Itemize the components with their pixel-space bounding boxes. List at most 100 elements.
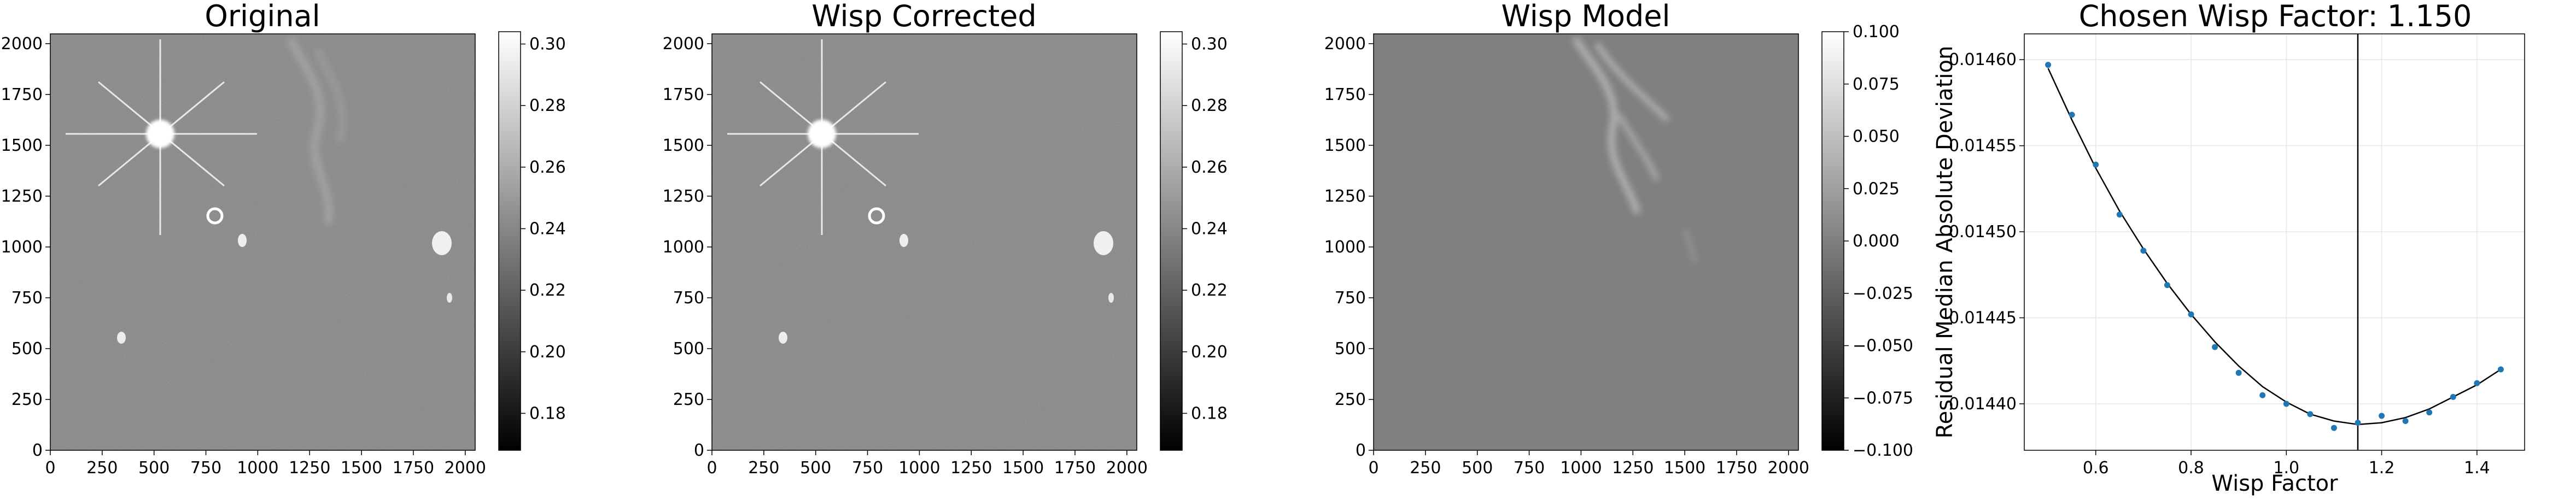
data-point	[2117, 211, 2123, 217]
y-tick-label: 2000	[663, 34, 704, 54]
extended-source	[1094, 231, 1113, 255]
y-tick-label: 1750	[1324, 85, 1366, 104]
astro-image	[712, 34, 1137, 450]
y-tick-label: 1000	[1, 238, 43, 257]
x-tick-label: 250	[1410, 458, 1441, 478]
x-tick-label: 0.8	[2178, 458, 2204, 478]
y-tick-label: 750	[11, 289, 43, 308]
colorbar-ticks: 0.100 0.075 0.050 0.025 0.000 −0.025 −0.050 −0.…	[1844, 22, 1913, 460]
colorbar-tick-label: 0.100	[1853, 22, 1900, 42]
y-tick-label: 0.01455	[1949, 137, 2017, 156]
y-axis-label: Residual Median Absolute Deviation	[1932, 46, 1958, 439]
y-tick-label: 500	[1335, 339, 1366, 358]
colorbar-tick-label: 0.20	[1191, 343, 1228, 362]
y-tick-label: 0.01460	[1949, 50, 2017, 69]
data-point	[2379, 413, 2385, 419]
x-tick-label: 1.2	[2369, 458, 2395, 478]
x-tick-label: 1500	[1002, 458, 1044, 478]
extended-source	[238, 234, 247, 247]
extended-source	[899, 234, 908, 247]
x-axis: 0 250 500 750 1000 1250 1500 1750 2000	[1368, 450, 1809, 478]
data-points	[2045, 62, 2504, 431]
x-tick-label: 750	[190, 458, 221, 478]
y-tick-label: 0.01440	[1949, 395, 2017, 414]
colorbar-tick-label: 0.000	[1853, 232, 1900, 251]
colorbar-gradient	[1822, 32, 1844, 450]
data-point	[2474, 380, 2480, 386]
colorbar-tick-label: 0.22	[1191, 281, 1228, 300]
y-axis: 0 250 500 750 1000 1250 1500 1750 2000	[1324, 34, 1374, 460]
y-tick-label: 1250	[1, 187, 43, 206]
astro-image	[50, 34, 475, 450]
data-point	[2426, 409, 2432, 415]
y-tick-label: 1500	[1, 136, 43, 155]
colorbar-tick-label: −0.100	[1853, 441, 1913, 460]
colorbar-tick-label: 0.025	[1853, 179, 1900, 198]
x-tick-label: 1500	[341, 458, 382, 478]
colorbar-tick-label: 0.24	[1191, 219, 1228, 238]
colorbar-tick-label: 0.18	[529, 404, 566, 423]
panel-title: Chosen Wisp Factor: 1.150	[2079, 0, 2472, 33]
colorbar-tick-label: −0.025	[1853, 284, 1913, 303]
y-tick-label: 250	[673, 390, 704, 409]
data-point	[2164, 282, 2170, 288]
x-tick-label: 0.6	[2083, 458, 2109, 478]
panel-wisp-model: Wisp Model 0 250 500 750 1000 1250 1500 1750 200…	[1324, 0, 1913, 478]
colorbar-tick-label: 0.24	[529, 219, 566, 238]
colorbar-tick-label: 0.28	[1191, 96, 1228, 115]
extended-source	[117, 332, 126, 344]
y-axis: 0 250 500 750 1000 1250 1500 1750 2000	[663, 34, 712, 460]
data-point	[2307, 411, 2313, 417]
colorbar-tick-label: 0.28	[529, 96, 566, 115]
x-tick-label: 1500	[1664, 458, 1705, 478]
colorbar-tick-label: 0.22	[529, 281, 566, 300]
x-tick-label: 0	[1368, 458, 1378, 478]
panel-title: Original	[205, 0, 320, 33]
colorbar-tick-label: 0.30	[529, 35, 566, 54]
y-tick-label: 500	[673, 339, 704, 358]
data-point	[2140, 248, 2146, 254]
y-tick-label: 250	[11, 390, 43, 409]
extended-source	[432, 231, 452, 255]
y-tick-label: 1750	[663, 85, 704, 104]
y-tick-label: 1500	[1324, 136, 1366, 155]
panel-original: Original 0 250 500 750 1000 1250 1500 1	[1, 0, 566, 478]
x-axis: 0 250 500 750 1000 1250 1500 1750 2000	[45, 450, 486, 478]
y-tick-label: 0	[1356, 441, 1366, 460]
x-axis-label: Wisp Factor	[2211, 471, 2338, 496]
colorbar-tick-label: 0.050	[1853, 127, 1900, 146]
colorbar-tick-label: 0.075	[1853, 75, 1900, 94]
y-tick-label: 0	[32, 441, 43, 460]
colorbar-tick-label: −0.050	[1853, 337, 1913, 356]
colorbar: 0.18 0.20 0.22 0.24 0.26 0.28 0.30	[499, 32, 566, 450]
x-tick-label: 500	[800, 458, 831, 478]
plot-grid	[2024, 34, 2525, 450]
x-tick-label: 250	[748, 458, 779, 478]
axes-frame	[2024, 34, 2525, 450]
panel-title: Wisp Corrected	[811, 0, 1036, 33]
x-tick-label: 500	[1462, 458, 1493, 478]
y-tick-label: 0.01445	[1949, 309, 2017, 328]
colorbar-tick-label: 0.18	[1191, 404, 1228, 423]
x-tick-label: 1250	[950, 458, 992, 478]
y-tick-label: 750	[1335, 289, 1366, 308]
y-tick-label: 1250	[663, 187, 704, 206]
x-tick-label: 1750	[393, 458, 434, 478]
extended-source	[779, 332, 787, 344]
colorbar-tick-label: −0.075	[1853, 389, 1913, 408]
y-tick-label: 1000	[1324, 238, 1366, 257]
data-point	[2236, 370, 2242, 376]
y-tick-label: 1000	[663, 238, 704, 257]
extended-source	[1108, 293, 1114, 303]
data-point	[2093, 162, 2099, 168]
colorbar-tick-label: 0.26	[1191, 158, 1228, 177]
x-tick-label: 750	[1514, 458, 1545, 478]
colorbar-gradient	[1160, 32, 1182, 450]
y-tick-label: 1500	[663, 136, 704, 155]
data-point	[2045, 62, 2051, 68]
y-axis: 0.014400.014450.014500.014550.01460	[1949, 50, 2024, 414]
data-point	[2403, 418, 2409, 424]
colorbar: 0.18 0.20 0.22 0.24 0.26 0.28 0.30	[1160, 32, 1228, 450]
data-point	[2498, 367, 2504, 373]
